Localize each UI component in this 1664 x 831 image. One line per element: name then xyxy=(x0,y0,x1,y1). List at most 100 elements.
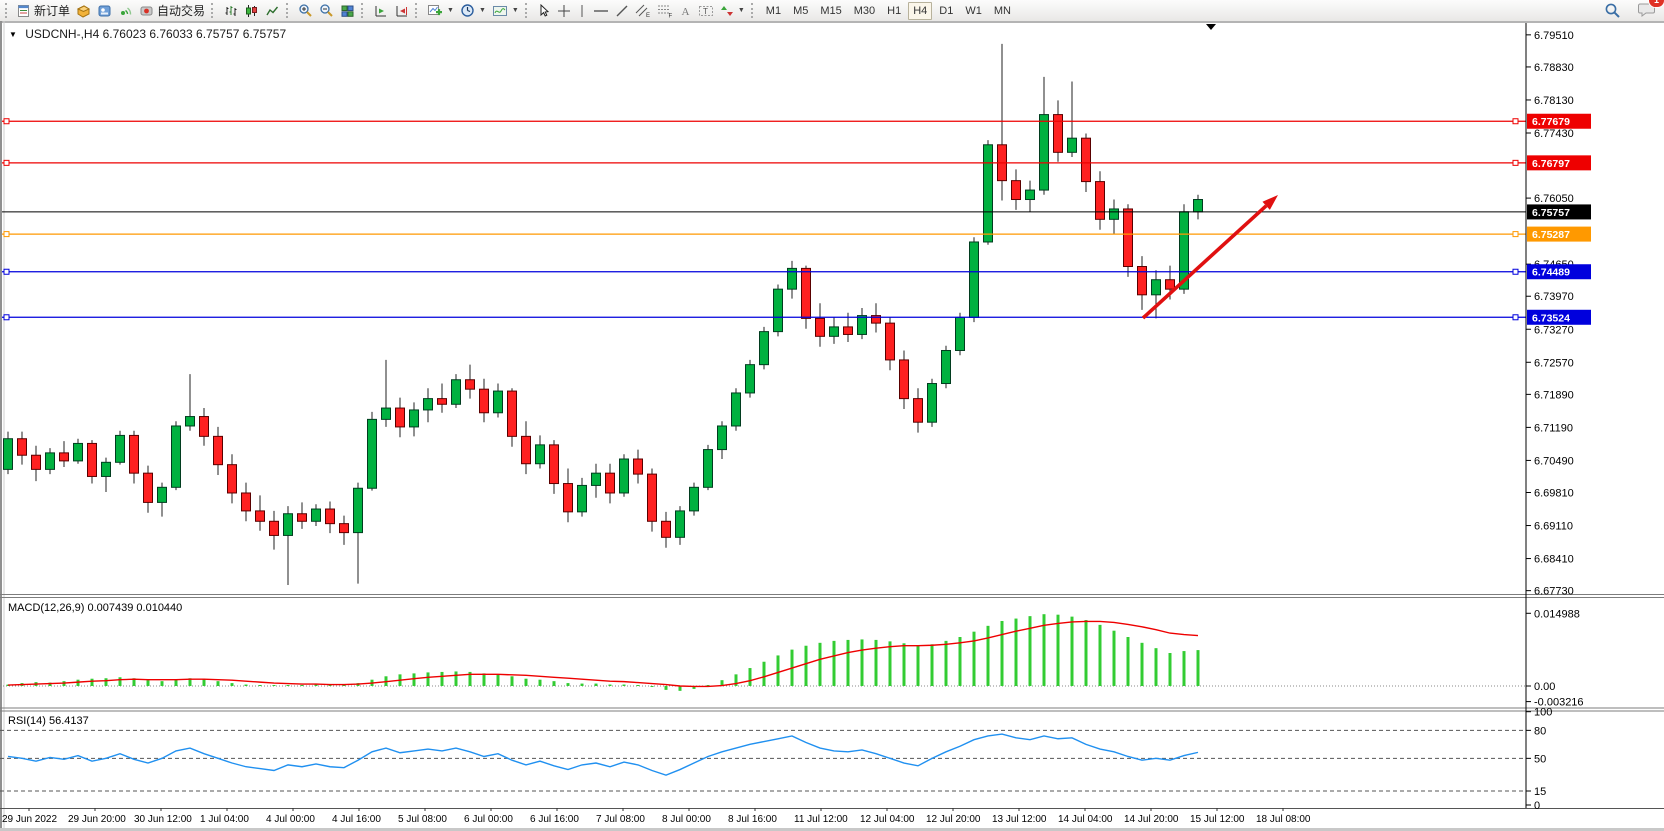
macd-histogram-bar xyxy=(944,640,948,686)
macd-histogram-bar xyxy=(1154,648,1158,686)
macd-histogram-bar xyxy=(440,671,444,686)
hline-handle xyxy=(1512,231,1519,238)
time-tick-label: 30 Jun 12:00 xyxy=(134,814,192,825)
candle-body xyxy=(339,523,349,534)
bar-chart-mode-button[interactable] xyxy=(220,1,241,20)
tile-windows-button[interactable] xyxy=(337,1,358,20)
timeframe-button-M30[interactable]: M30 xyxy=(849,2,880,20)
macd-histogram-bar xyxy=(1140,642,1144,686)
timeframe-button-W1[interactable]: W1 xyxy=(960,2,987,20)
macd-histogram-bar xyxy=(902,643,906,686)
zoom-in-button[interactable] xyxy=(295,1,316,20)
time-tick-label: 4 Jul 00:00 xyxy=(266,814,315,825)
toolbar-grip xyxy=(750,3,757,18)
market-watch-button[interactable] xyxy=(73,1,94,20)
timeframe-button-M15[interactable]: M15 xyxy=(815,2,846,20)
macd-histogram-bar xyxy=(832,640,836,686)
time-tick-label: 29 Jun 2022 xyxy=(2,814,57,825)
trendline-tool-button[interactable] xyxy=(612,1,632,20)
candlestick-mode-button[interactable] xyxy=(241,1,262,20)
macd-histogram-bar xyxy=(342,685,346,686)
macd-histogram-bar xyxy=(468,671,472,686)
candle-body xyxy=(101,461,111,477)
price-tag-label: 6.77679 xyxy=(1532,116,1570,128)
chart-title: ▼ USDCNH-,H4 6.76023 6.76033 6.75757 6.7… xyxy=(9,27,286,41)
trend-arrow-annotation xyxy=(1141,195,1278,320)
candle-body xyxy=(857,315,867,335)
timeframe-button-H4[interactable]: H4 xyxy=(908,1,933,20)
candle-body xyxy=(689,486,699,512)
chart-canvas[interactable]: MACD(12,26,9) 0.007439 0.010440 RSI(14) 5… xyxy=(0,21,1664,831)
candle-body xyxy=(1039,114,1049,191)
timeframe-button-M5[interactable]: M5 xyxy=(788,2,813,20)
line-chart-mode-button[interactable] xyxy=(262,1,283,20)
price-tick-label: 6.71890 xyxy=(1534,389,1574,401)
data-window-icon xyxy=(98,5,111,16)
crosshair-tool-button[interactable] xyxy=(554,1,574,20)
time-tick-label: 14 Jul 20:00 xyxy=(1124,814,1179,825)
price-tick-label: 6.67730 xyxy=(1534,586,1574,598)
hline-handle xyxy=(3,231,10,238)
macd-histogram-bar xyxy=(566,683,570,686)
time-tick-label: 12 Jul 04:00 xyxy=(860,814,915,825)
notification-badge[interactable]: 1 xyxy=(1648,0,1664,9)
candle-body xyxy=(1095,181,1105,220)
macd-histogram-bar xyxy=(202,679,206,686)
hline-handle xyxy=(1512,268,1519,275)
candle-body xyxy=(661,520,671,538)
macd-histogram-bar xyxy=(594,683,598,686)
candle-body xyxy=(1109,208,1119,220)
equidistant-channel-tool-button[interactable]: E xyxy=(632,1,654,20)
timeframe-button-MN[interactable]: MN xyxy=(989,2,1016,20)
text-label-tool-button[interactable]: T xyxy=(695,1,717,20)
macd-histogram-bar xyxy=(118,677,122,686)
dropdown-caret-icon: ▼ xyxy=(478,7,486,14)
text-tool-button[interactable]: A xyxy=(676,1,695,20)
candle-body xyxy=(745,364,755,394)
candle-body xyxy=(227,464,237,494)
data-window-button[interactable] xyxy=(94,1,115,20)
macd-tick-label: 0.00 xyxy=(1534,681,1555,693)
macd-histogram-bar xyxy=(216,681,220,686)
rsi-tick-label: 0 xyxy=(1534,800,1540,812)
macd-histogram-bar xyxy=(510,676,514,686)
tile-windows-icon xyxy=(341,5,354,17)
fibonacci-tool-button[interactable]: F xyxy=(654,1,676,20)
templates-button[interactable]: ▼ xyxy=(489,1,522,20)
toolbar-grip xyxy=(5,3,11,18)
line-chart-icon xyxy=(266,6,279,15)
new-order-button[interactable]: 新订单 xyxy=(14,1,73,20)
horizontal-lines-layer[interactable] xyxy=(2,118,1526,321)
auto-scroll-button[interactable] xyxy=(370,1,391,20)
timeframe-button-M1[interactable]: M1 xyxy=(761,2,786,20)
timeframe-button-H1[interactable]: H1 xyxy=(882,2,906,20)
auto-scroll-icon xyxy=(375,5,387,16)
new-chart-button[interactable]: ▼ xyxy=(424,1,457,20)
macd-histogram-bar xyxy=(48,682,52,686)
search-icon xyxy=(1605,3,1620,18)
vertical-line-tool-button[interactable] xyxy=(574,1,590,20)
arrows-tool-button[interactable]: ▼ xyxy=(717,1,748,20)
candle-body xyxy=(1137,266,1147,296)
macd-histogram-bar xyxy=(720,680,724,686)
signals-button[interactable] xyxy=(115,1,136,20)
new-order-icon xyxy=(18,4,29,17)
periods-button[interactable]: ▼ xyxy=(457,1,489,20)
candle-body xyxy=(521,435,531,465)
autotrading-button[interactable]: 自动交易 xyxy=(136,1,208,20)
search-button[interactable] xyxy=(1601,1,1624,20)
timeframe-button-D1[interactable]: D1 xyxy=(934,2,958,20)
cursor-tool-button[interactable] xyxy=(534,1,554,20)
horizontal-line-tool-button[interactable] xyxy=(590,1,612,20)
collapse-triangle-icon[interactable]: ▼ xyxy=(9,30,17,39)
chart-shift-button[interactable] xyxy=(391,1,412,20)
candle-body xyxy=(87,442,97,477)
macd-histogram-bar xyxy=(1126,637,1130,686)
time-tick-label: 29 Jun 20:00 xyxy=(68,814,126,825)
candle-body xyxy=(409,409,419,428)
zoom-out-button[interactable] xyxy=(316,1,337,20)
price-tag-6.73524 xyxy=(1527,309,1591,325)
macd-histogram-bar xyxy=(1168,653,1172,686)
time-tick-label: 8 Jul 16:00 xyxy=(728,814,777,825)
macd-histogram-bar xyxy=(650,686,654,687)
